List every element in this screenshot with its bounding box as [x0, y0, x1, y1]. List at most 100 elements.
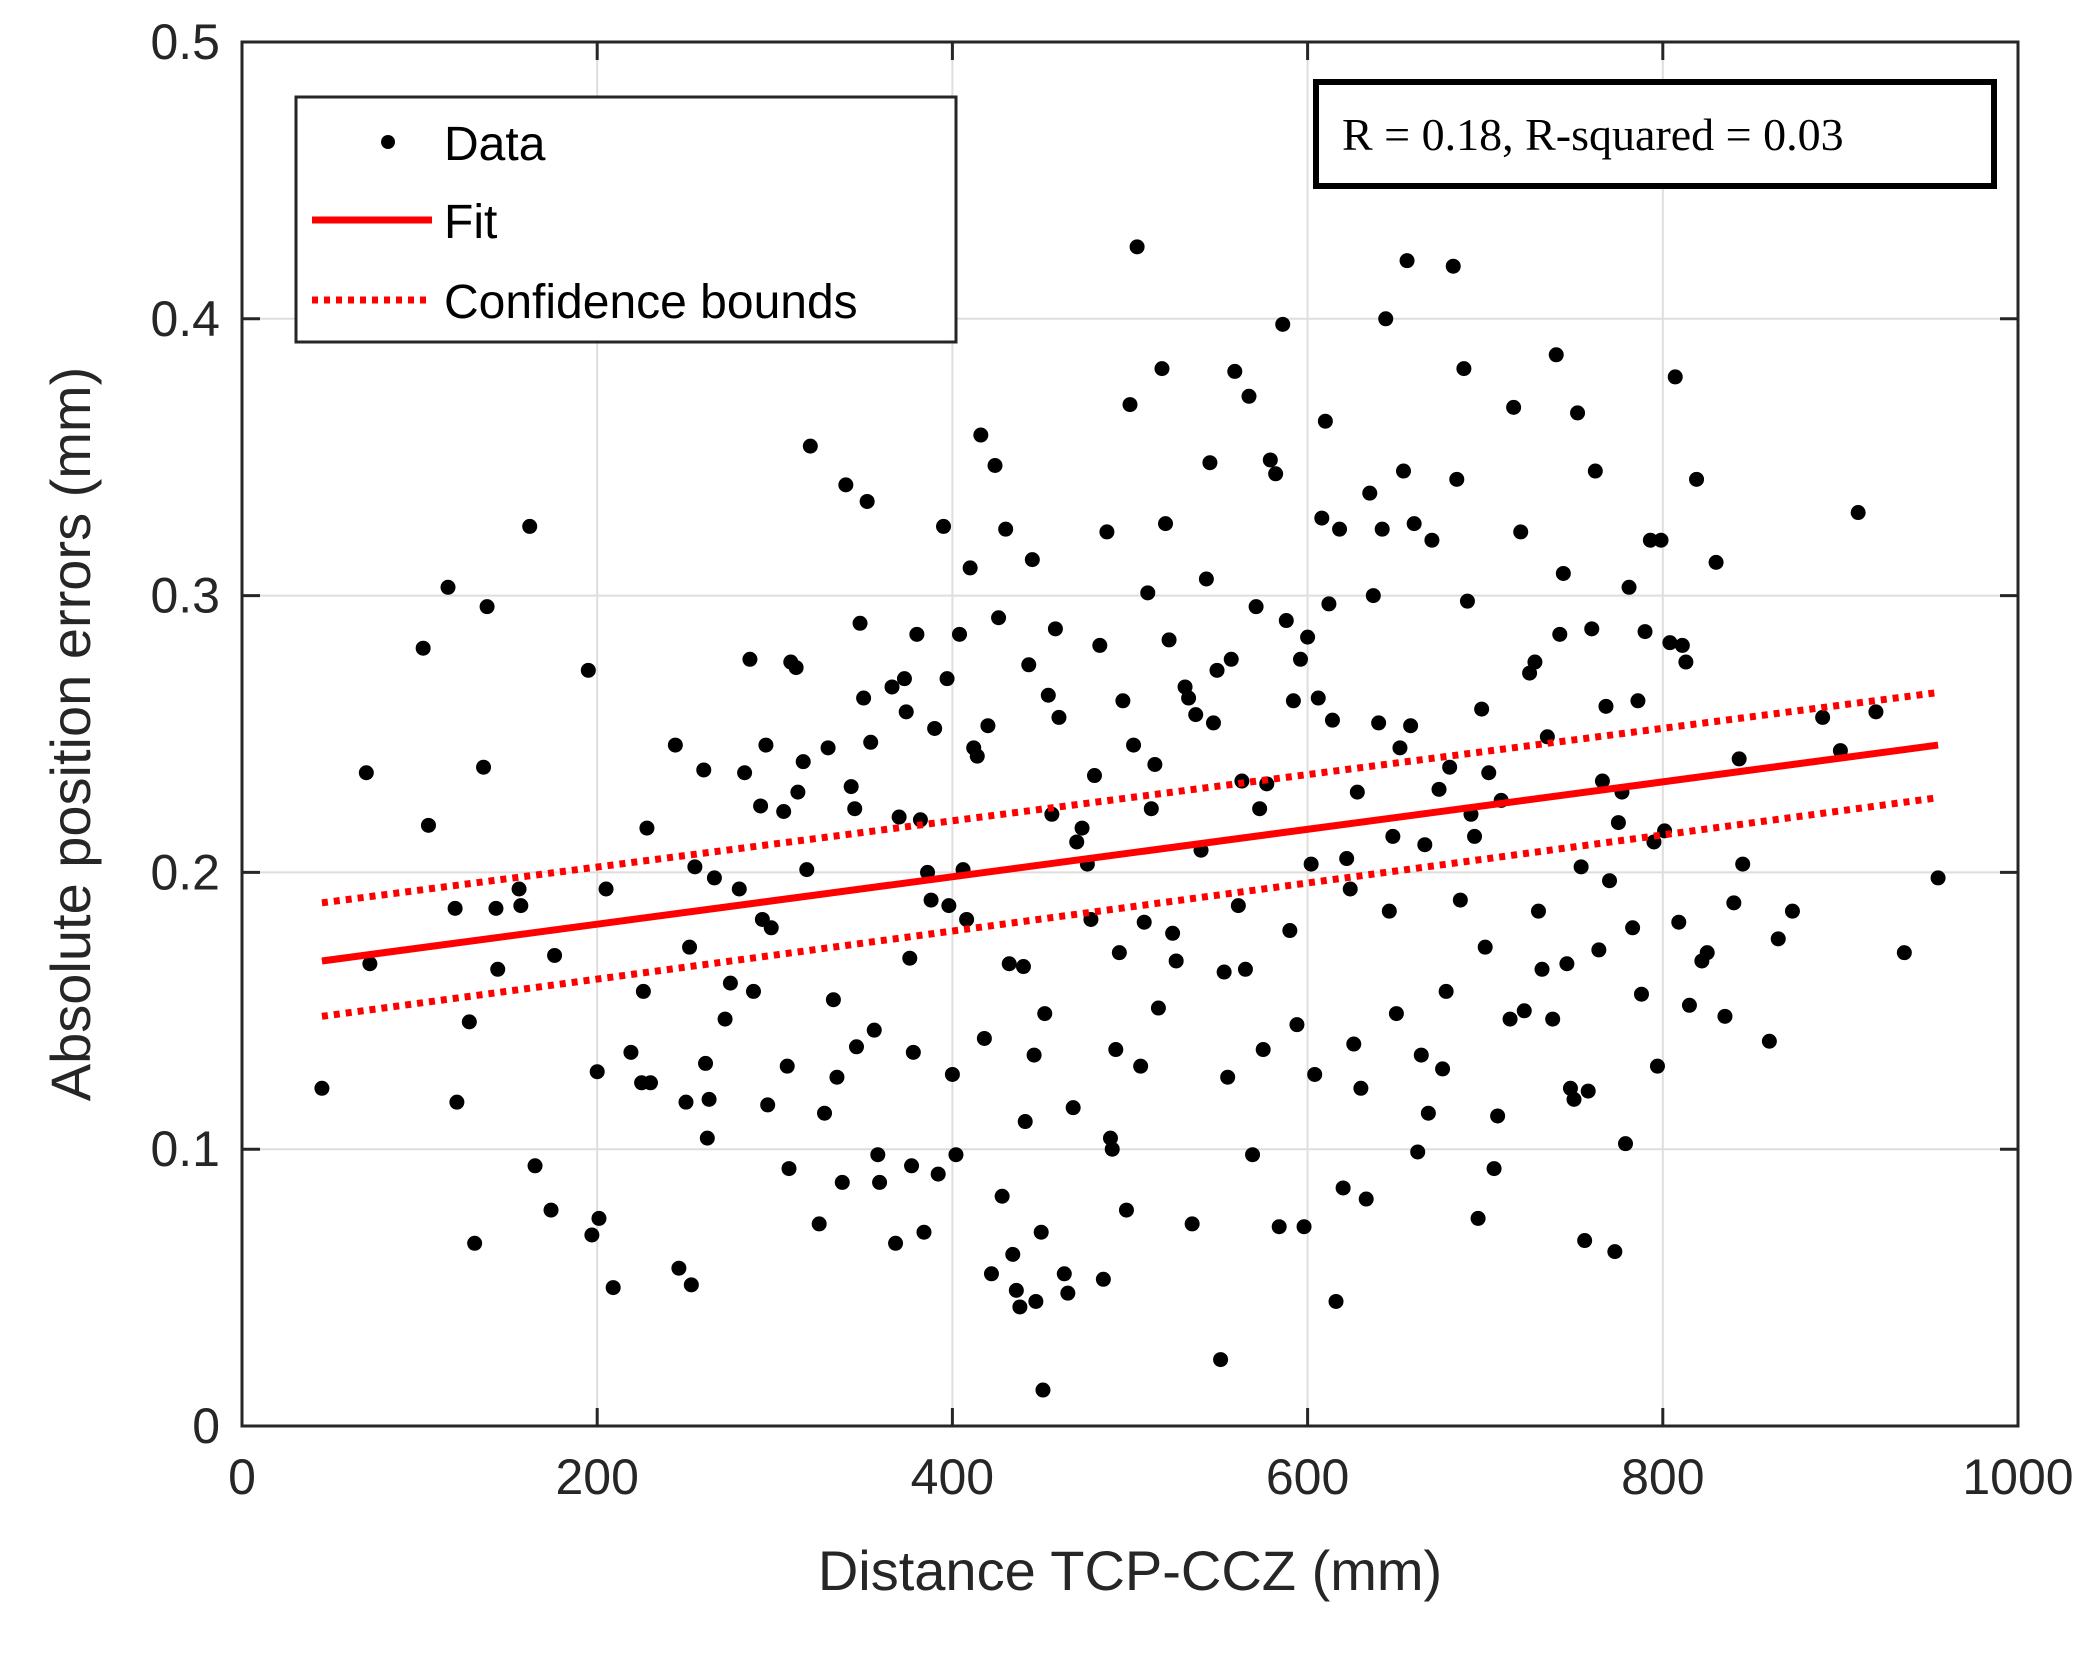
data-point	[1667, 369, 1683, 385]
legend-label-data: Data	[444, 118, 546, 171]
data-point	[991, 610, 1007, 626]
data-point	[1209, 662, 1225, 678]
data-point	[1102, 1130, 1118, 1146]
data-point	[923, 892, 939, 908]
data-point	[479, 599, 495, 615]
data-point	[1205, 715, 1221, 731]
data-point	[1069, 834, 1085, 850]
data-point	[1467, 828, 1483, 844]
data-point	[1099, 524, 1115, 540]
data-point	[1060, 1285, 1076, 1301]
data-point	[1850, 505, 1866, 521]
data-point	[1349, 784, 1365, 800]
data-point	[1047, 621, 1063, 637]
data-point	[1168, 953, 1184, 969]
data-point	[829, 1069, 845, 1085]
data-point	[1012, 1299, 1028, 1315]
data-point	[1637, 624, 1653, 640]
data-point	[799, 862, 815, 878]
data-point	[1150, 1000, 1166, 1016]
data-point	[1431, 781, 1447, 797]
data-point	[1241, 388, 1257, 404]
legend: Data Fit Confidence bounds	[294, 95, 958, 344]
data-point	[1065, 1100, 1081, 1116]
data-point	[1314, 510, 1330, 526]
data-point	[1339, 851, 1355, 867]
data-point	[959, 911, 975, 927]
data-point	[866, 1022, 882, 1038]
data-point	[902, 950, 918, 966]
data-point	[1403, 718, 1419, 734]
data-point	[1035, 1382, 1051, 1398]
data-point	[1577, 1233, 1593, 1249]
data-point	[1618, 1136, 1634, 1152]
y-tick-label: 0.5	[150, 14, 220, 70]
data-point	[547, 947, 563, 963]
data-point	[1223, 651, 1239, 667]
data-point	[1008, 1282, 1024, 1298]
data-point	[779, 1058, 795, 1074]
data-point	[476, 759, 492, 775]
data-point	[1486, 1161, 1502, 1177]
data-point	[1689, 471, 1705, 487]
statistics-box	[1313, 79, 1997, 189]
y-tick-label: 0.4	[150, 291, 220, 347]
data-point	[1317, 413, 1333, 429]
data-point	[795, 754, 811, 770]
data-point	[1642, 532, 1658, 548]
data-point	[605, 1280, 621, 1296]
data-point	[1051, 709, 1067, 725]
data-point	[1649, 1058, 1665, 1074]
data-point	[811, 1216, 827, 1232]
data-point	[1248, 599, 1264, 615]
tick-labels: 0 200 400 600 800 1000 0 0.1 0.2 0.3 0.4 0.5	[150, 14, 2073, 1505]
data-point	[1371, 715, 1387, 731]
data-point	[731, 881, 747, 897]
data-point	[420, 817, 436, 833]
y-axis-label: Absolute position errors (mm)	[39, 367, 102, 1101]
data-point	[1502, 1011, 1518, 1027]
data-point	[1662, 635, 1678, 651]
data-point	[1198, 571, 1214, 587]
data-point	[449, 1094, 465, 1110]
data-point	[1477, 939, 1493, 955]
data-point	[1230, 898, 1246, 914]
data-point	[1930, 870, 1946, 886]
upper-confidence-bound-line	[321, 689, 1939, 907]
data-point	[1026, 1047, 1042, 1063]
data-point	[1165, 925, 1181, 941]
data-point	[1037, 1006, 1053, 1022]
data-point	[1332, 521, 1348, 537]
data-point	[1474, 701, 1490, 717]
data-point	[1726, 895, 1742, 911]
data-point	[1136, 914, 1152, 930]
data-point	[683, 1277, 699, 1293]
data-point	[834, 1174, 850, 1190]
data-point	[543, 1202, 559, 1218]
data-point	[1017, 1114, 1033, 1130]
data-point	[1580, 1083, 1596, 1099]
data-point	[1362, 485, 1378, 501]
data-point	[802, 438, 818, 454]
data-point	[1456, 361, 1472, 377]
data-point	[1490, 1108, 1506, 1124]
data-point	[1534, 961, 1550, 977]
data-point	[1396, 463, 1412, 479]
data-point	[682, 939, 698, 955]
data-point	[580, 662, 596, 678]
data-point	[737, 765, 753, 781]
x-tick-label: 600	[1266, 1449, 1349, 1505]
data-point	[1202, 455, 1218, 471]
data-point	[447, 900, 463, 916]
data-point	[1717, 1008, 1733, 1024]
data-point	[1324, 712, 1340, 728]
data-point	[1129, 239, 1145, 255]
data-point	[1108, 1042, 1124, 1058]
data-point	[1358, 1191, 1374, 1207]
data-point	[1410, 1144, 1426, 1160]
data-point	[930, 1166, 946, 1182]
data-point	[1335, 1180, 1351, 1196]
data-point	[696, 762, 712, 778]
data-point	[909, 626, 925, 642]
data-point	[1292, 651, 1308, 667]
